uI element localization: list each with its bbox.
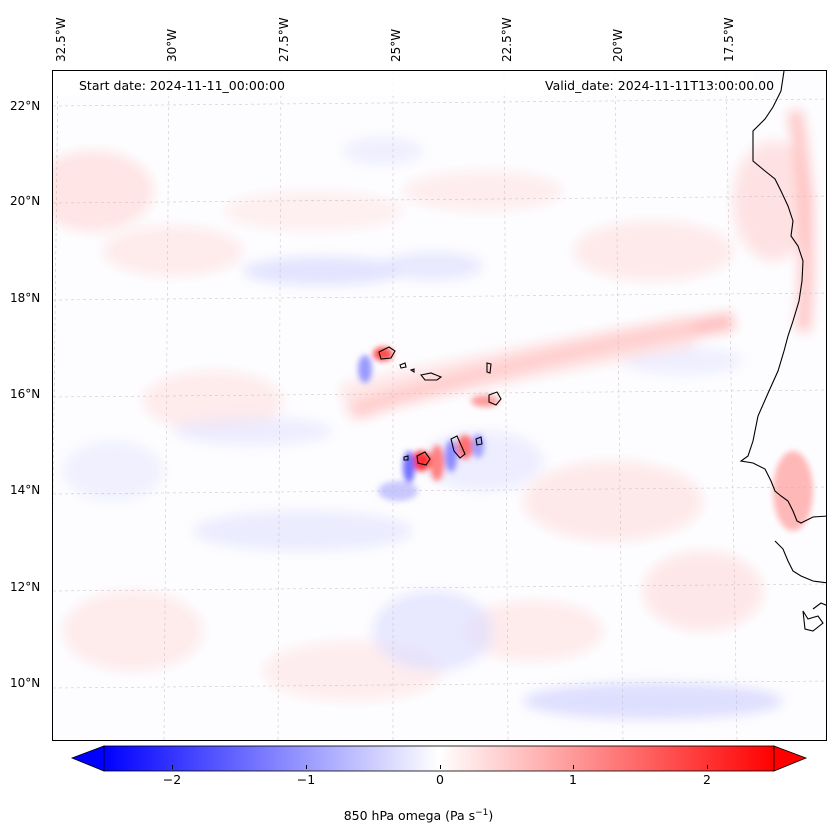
lat-label-20n: 20°N <box>10 194 41 208</box>
cape-verde-islands <box>378 346 502 466</box>
lat-label-22n: 22°N <box>10 99 41 113</box>
lon-label-27-5w: 27.5°W <box>277 17 291 62</box>
lat-label-10n: 10°N <box>10 676 41 690</box>
lon-label-17-5w: 17.5°W <box>722 17 736 62</box>
lat-label-18n: 18°N <box>10 291 41 305</box>
colorbar-tick-1 <box>573 765 574 769</box>
colorbar-tick-neg1 <box>306 765 307 769</box>
colorbar-tick-0 <box>440 765 441 769</box>
start-date-label: Start date: 2024-11-11_00:00:00 <box>79 78 285 93</box>
lon-label-20w: 20°W <box>611 28 625 62</box>
island-wake-features <box>358 347 813 531</box>
island-maio <box>475 436 483 446</box>
colorbar-tick-2 <box>707 765 708 769</box>
graticule <box>53 71 826 740</box>
colorbar-ticklabel-neg1: −1 <box>296 772 316 787</box>
valid-date-label: Valid_date: 2024-11-11T13:00:00.00 <box>545 78 775 93</box>
colorbar-ticklabel-2: 2 <box>703 772 711 787</box>
colorbar-tick-neg2 <box>172 765 173 769</box>
colorbar-extend-min <box>70 745 105 772</box>
island-sao-nicolau <box>420 372 443 381</box>
map-panel[interactable] <box>52 70 827 741</box>
lat-label-16n: 16°N <box>10 387 41 401</box>
lon-label-30w: 30°W <box>165 28 179 62</box>
colorbar <box>70 745 808 772</box>
island-santo-antao <box>378 346 396 360</box>
colorbar-extend-max <box>773 745 808 772</box>
island-fogo <box>416 451 431 466</box>
colorbar-label: 850 hPa omega (Pa s−1) <box>343 808 494 824</box>
island-boa-vista <box>488 391 502 406</box>
omega-field-map <box>53 71 826 740</box>
colorbar-ticklabel-1: 1 <box>569 772 577 787</box>
colorbar-ticklabel-0: 0 <box>436 772 444 787</box>
lon-label-25w: 25°W <box>389 28 403 62</box>
island-sao-vicente <box>399 362 407 369</box>
island-brava <box>403 455 409 461</box>
lat-label-12n: 12°N <box>10 580 41 594</box>
lat-label-14n: 14°N <box>10 483 41 497</box>
coastlines <box>739 71 826 632</box>
lon-label-22-5w: 22.5°W <box>500 17 514 62</box>
island-santa-luzia <box>409 368 415 374</box>
island-sal <box>486 362 492 374</box>
africa-coastline <box>739 71 826 524</box>
lon-label-32-5w: 32.5°W <box>54 17 68 62</box>
omega-field <box>53 109 814 719</box>
island-santiago <box>450 435 466 459</box>
colorbar-body <box>103 745 775 772</box>
colorbar-ticklabel-neg2: −2 <box>162 772 182 787</box>
header-strip <box>53 71 753 96</box>
